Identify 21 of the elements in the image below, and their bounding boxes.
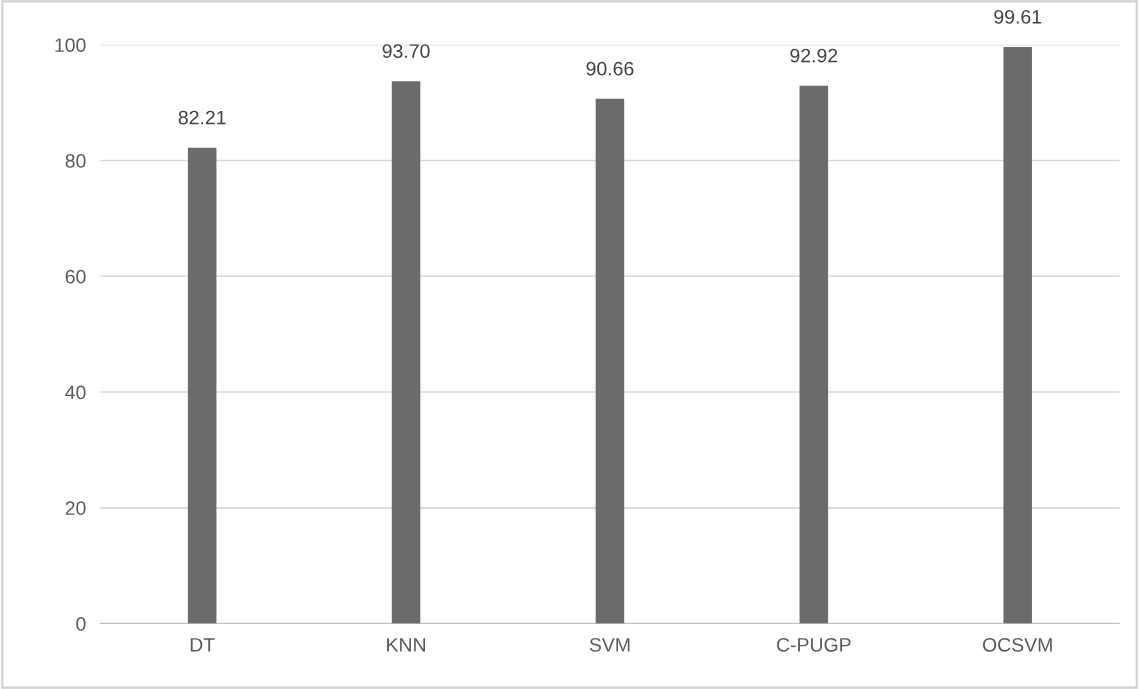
x-tick-label: OCSVM (982, 637, 1052, 652)
data-label: 99.61 (994, 9, 1042, 24)
y-tick-label: 40 (65, 385, 86, 400)
data-label: 90.66 (586, 61, 634, 76)
x-tick-label: KNN (387, 638, 425, 652)
y-tick-label: 0 (76, 617, 86, 631)
bar (595, 98, 625, 624)
x-tick-label: C-PUGP (776, 637, 851, 652)
x-tick-label: DT (190, 638, 215, 652)
y-tick-label: 100 (55, 38, 86, 53)
bar (187, 147, 217, 624)
y-tick-label: 80 (65, 154, 86, 168)
data-label: 82.21 (178, 110, 226, 125)
data-label: 93.70 (382, 44, 430, 58)
bar (391, 81, 421, 624)
y-tick-label: 20 (65, 501, 86, 516)
data-label: 92.92 (790, 48, 838, 63)
x-tick-label: SVM (589, 637, 630, 652)
y-tick-label: 60 (65, 269, 86, 284)
bar (1003, 47, 1032, 624)
bar (799, 85, 829, 624)
